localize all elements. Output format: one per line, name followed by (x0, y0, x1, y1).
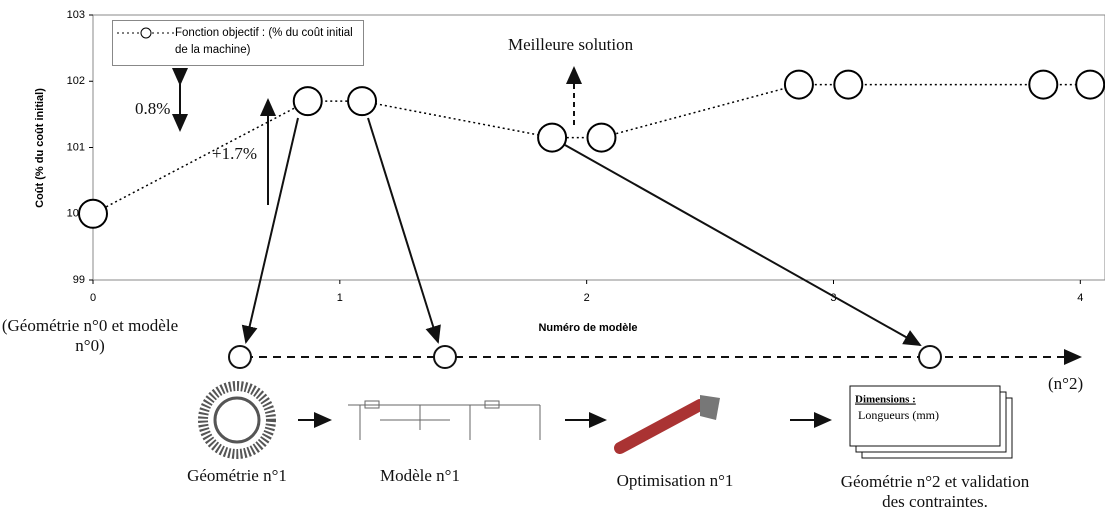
step: Modèle n°1 (380, 466, 460, 485)
x-tick-label: 4 (1077, 292, 1083, 304)
data-point (1028, 69, 1059, 100)
icon-document (849, 385, 1013, 459)
y-tick-label: 101 (67, 141, 85, 153)
icon-wrench (614, 395, 720, 454)
doc-title: Dimensions : (855, 394, 916, 406)
arrow (241, 117, 299, 344)
x-tick-label: 2 (584, 292, 590, 304)
data-point (783, 69, 814, 100)
y-tick-label: 102 (67, 75, 85, 87)
arrow (367, 117, 441, 344)
step: Géométrie n°1 (187, 466, 287, 485)
data-point (1075, 69, 1105, 100)
data-point (292, 86, 323, 117)
step: Géométrie n°2 et validation des contrain… (840, 472, 1030, 511)
x-tick-label: 0 (90, 292, 96, 304)
x-tick-label: 1 (337, 292, 343, 304)
data-point (78, 198, 108, 229)
data-point (347, 86, 378, 117)
icon-stator (198, 381, 276, 459)
data-point (833, 69, 864, 100)
data-point (586, 122, 617, 153)
annotation: +1.7% (212, 144, 257, 163)
y-tick-label: 99 (73, 274, 85, 286)
start-label: (Géométrie n°0 et modèle n°0) (1, 316, 179, 355)
annotation: Meilleure solution (508, 35, 634, 54)
data-point (537, 122, 568, 153)
arrow (564, 144, 922, 346)
annotation: 0.8% (135, 99, 170, 118)
doc-line: Longueurs (mm) (858, 408, 939, 422)
y-tick-label: 103 (67, 9, 85, 21)
x-axis-label: Numéro de modèle (538, 322, 637, 334)
y-axis-label: Coût (% du coût initial) (34, 88, 46, 208)
step: Optimisation n°1 (617, 471, 734, 490)
legend-label: Fonction objectif : (% du coût initial d… (175, 27, 353, 56)
end-label: (n°2) (1048, 374, 1083, 393)
series-line (92, 83, 1091, 215)
legend: Fonction objectif : (% du coût initial d… (112, 20, 364, 66)
timeline-points (228, 345, 942, 369)
x-tick-label: 3 (830, 292, 836, 304)
icon-circuit (348, 400, 541, 440)
